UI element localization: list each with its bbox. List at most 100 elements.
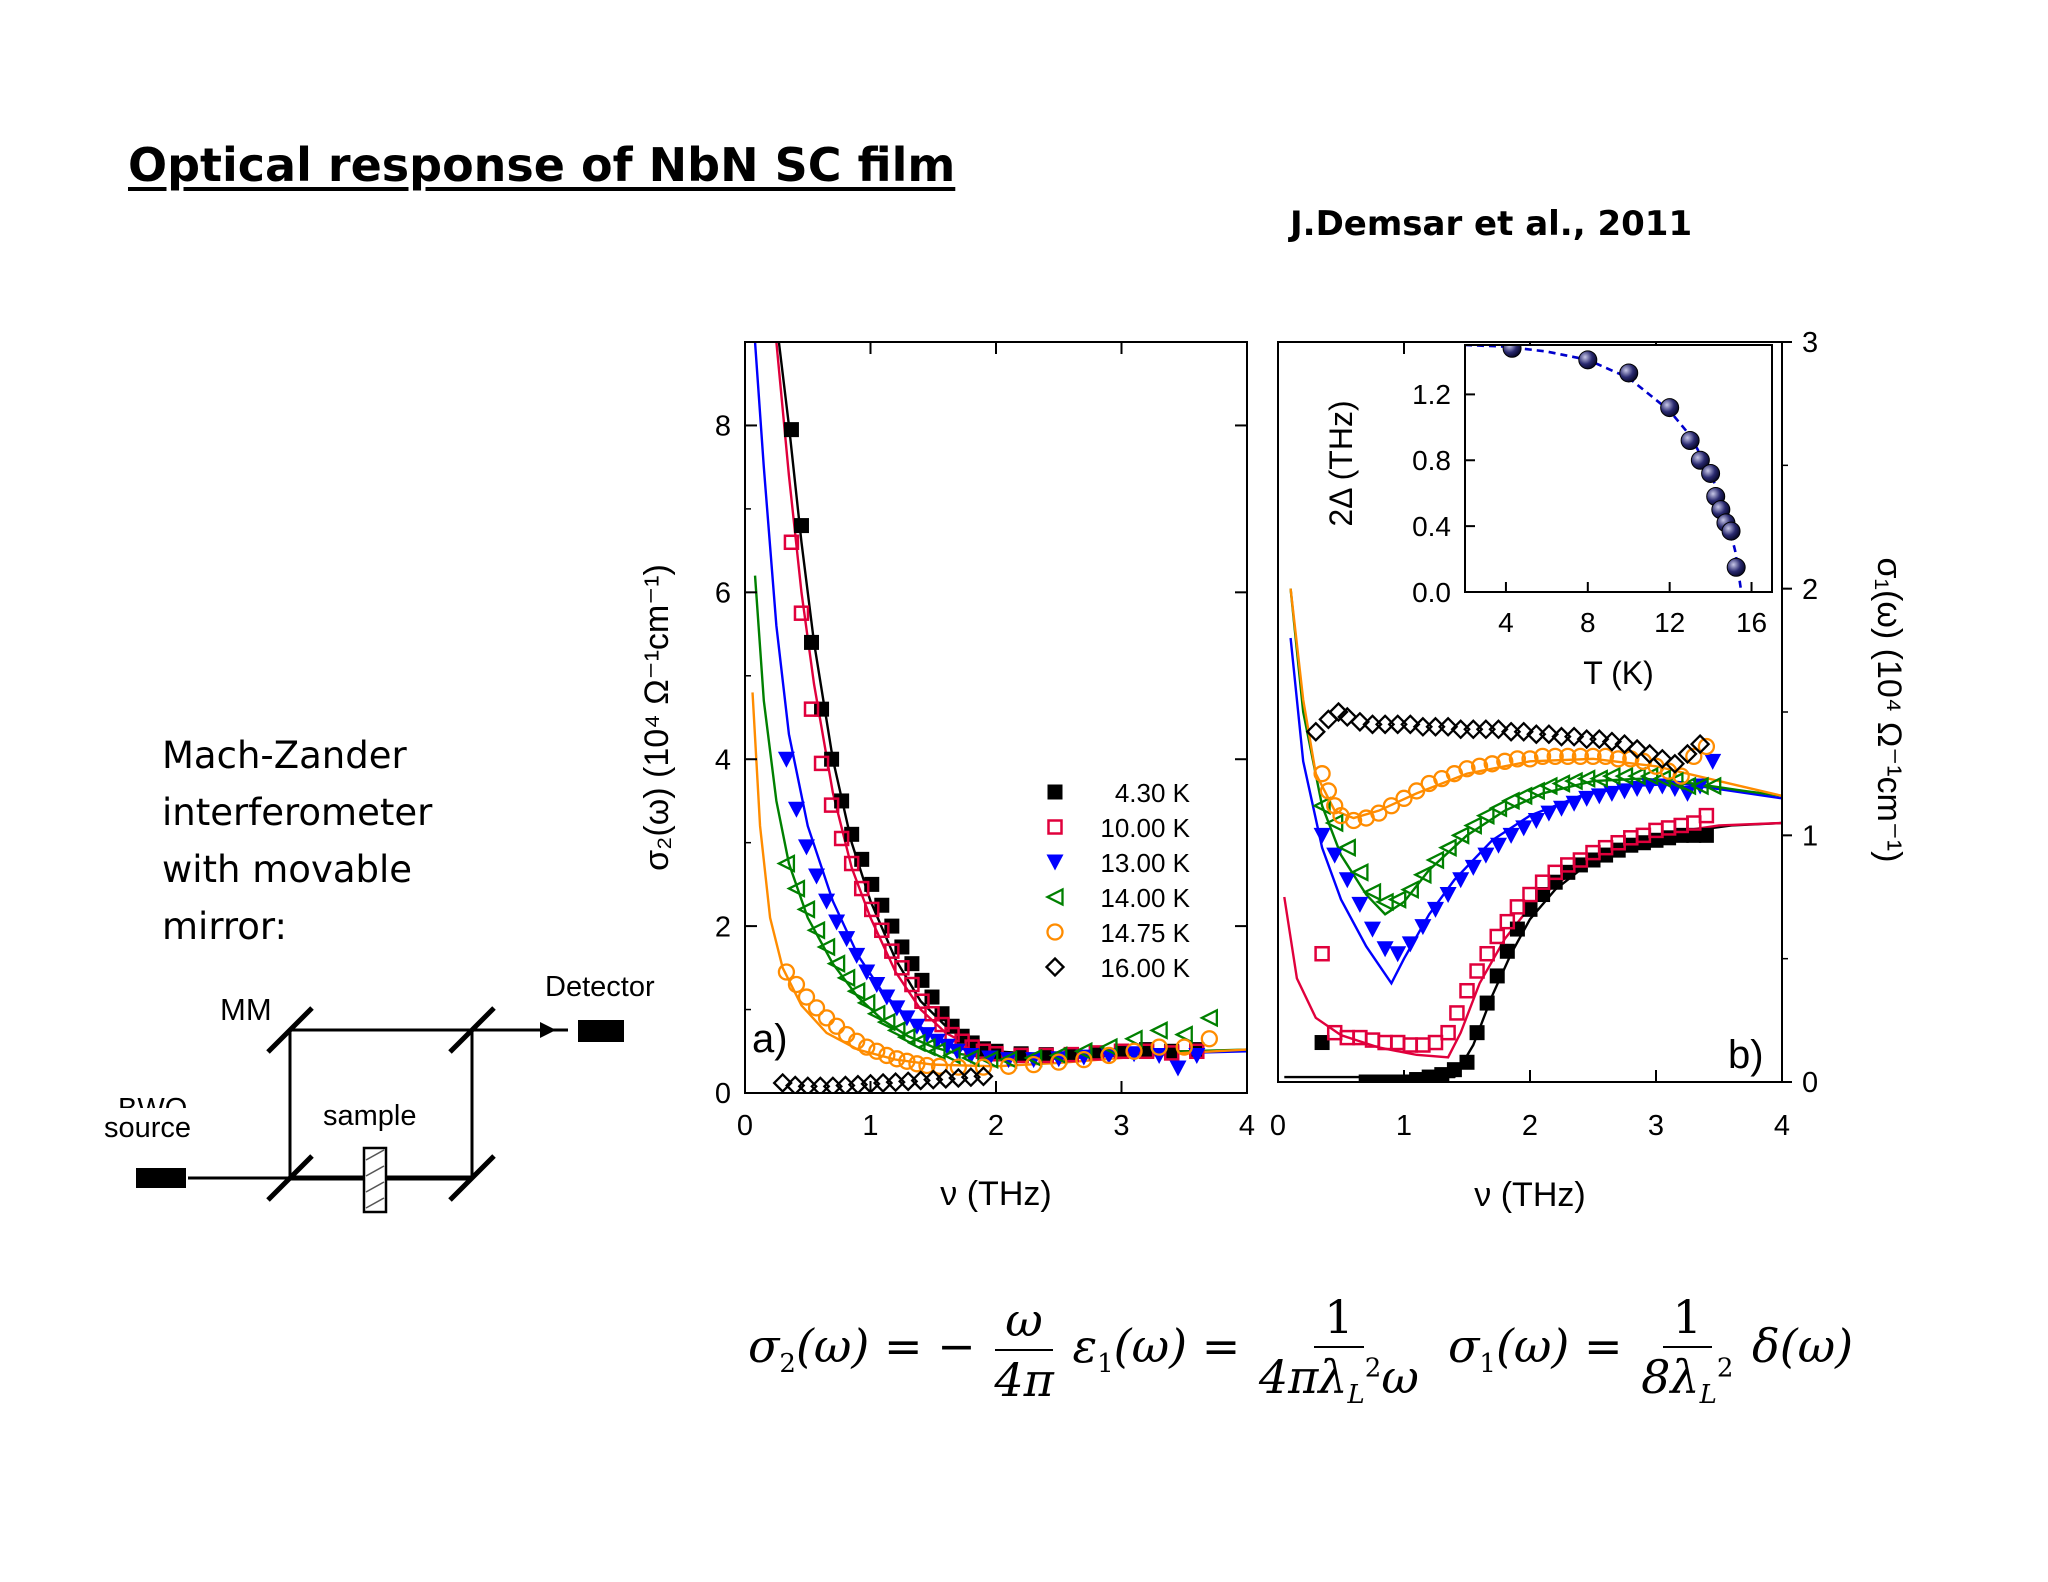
- data-point: [1680, 431, 1700, 451]
- data-point: [866, 1004, 886, 1024]
- plot-area: [1465, 345, 1746, 592]
- data-point: [1387, 890, 1407, 909]
- data-point: [1169, 1060, 1187, 1077]
- data-point: [1469, 963, 1485, 979]
- data-point: [896, 1027, 916, 1047]
- data-point: [1479, 995, 1495, 1011]
- data-point: [1459, 982, 1475, 999]
- data-point: [797, 839, 815, 856]
- data-point: [898, 1052, 916, 1070]
- plot-area: [1283, 588, 1782, 1082]
- data-point: [806, 920, 826, 940]
- series: [1305, 701, 1711, 774]
- data-point: [949, 1058, 967, 1076]
- x-tick-label: 1: [862, 1110, 878, 1142]
- fit-line: [775, 342, 1247, 1058]
- data-point: [1437, 716, 1459, 737]
- data-point: [1364, 921, 1381, 938]
- data-point: [1590, 788, 1608, 805]
- data-point: [1383, 1074, 1399, 1082]
- data-point: [1578, 790, 1596, 807]
- data-point: [1639, 743, 1660, 765]
- data-point: [1046, 923, 1064, 941]
- data-point: [1603, 785, 1621, 802]
- series: [776, 854, 1218, 1069]
- data-point: [844, 826, 860, 842]
- data-point: [1425, 716, 1446, 737]
- fit-line: [1289, 637, 1782, 986]
- x-tick-label: 2: [988, 1110, 1004, 1142]
- data-point: [1328, 701, 1349, 723]
- data-point: [1400, 880, 1419, 899]
- beam-splitter: [266, 1154, 314, 1202]
- data-point: [824, 751, 840, 767]
- legend: 4.30 K 10.00 K 13.00 K 14.00 K 14.75 K 16.00 …: [1044, 778, 1191, 983]
- y-tick-label: 1: [1802, 820, 1818, 852]
- data-point: [1050, 1053, 1068, 1071]
- data-point: [876, 1012, 896, 1032]
- data-point: [1123, 1029, 1143, 1049]
- data-point: [1407, 782, 1426, 800]
- data-point: [1489, 968, 1505, 984]
- data-point: [874, 922, 890, 939]
- data-point: [1616, 783, 1633, 800]
- data-point: [793, 518, 809, 534]
- data-point: [1584, 747, 1602, 766]
- data-point: [878, 989, 896, 1006]
- data-point: [1515, 820, 1533, 837]
- data-point: [1326, 847, 1344, 864]
- formula-num: 1: [1314, 1290, 1364, 1348]
- data-point: [1469, 1025, 1485, 1041]
- data-point: [1496, 752, 1514, 770]
- data-point: [1427, 1034, 1444, 1051]
- data-point: [1439, 887, 1457, 904]
- data-point: [826, 954, 846, 974]
- y-tick-label: 8: [715, 411, 731, 443]
- y-tick-label: 3: [1802, 327, 1818, 359]
- x-tick-label: 3: [1113, 1110, 1129, 1142]
- data-point: [1305, 721, 1326, 742]
- data-point: [884, 943, 900, 959]
- data-point: [1490, 837, 1507, 854]
- data-point: [834, 793, 850, 809]
- data-point: [1475, 806, 1495, 825]
- data-point: [777, 963, 796, 981]
- x-tick-label: 3: [1648, 1110, 1664, 1142]
- data-point: [1698, 827, 1714, 843]
- data-point: [807, 999, 826, 1017]
- series: [1313, 737, 1716, 830]
- data-point: [1374, 714, 1396, 735]
- data-point: [1609, 750, 1627, 768]
- x-tick-label: 16: [1736, 607, 1767, 638]
- data-point: [1000, 1052, 1018, 1069]
- series: [1502, 345, 1746, 577]
- data-point: [1389, 1034, 1406, 1051]
- data-point: [998, 1050, 1018, 1069]
- y-axis-label: 2Δ (THz): [1323, 400, 1359, 526]
- chart-panel-inset: 4 8 12 16 0.0 0.4 0.8 1.2 T (K) 2Δ (THz): [1323, 344, 1773, 691]
- data-point: [1589, 729, 1610, 750]
- description-line: mirror:: [162, 905, 287, 948]
- data-point: [1425, 850, 1445, 870]
- data-point: [843, 855, 860, 872]
- data-point: [908, 1018, 926, 1035]
- data-point: [1698, 807, 1715, 824]
- data-point: [785, 1075, 806, 1093]
- data-point: [1452, 872, 1470, 889]
- data-point: [1025, 1055, 1043, 1074]
- x-tick-label: 4: [1498, 607, 1514, 638]
- data-point: [1046, 854, 1064, 871]
- data-point: [1672, 767, 1690, 785]
- data-point: [1677, 743, 1698, 765]
- data-point: [783, 534, 800, 551]
- y-tick-label: 2: [1802, 574, 1818, 606]
- data-point: [1526, 781, 1545, 801]
- data-point: [1438, 838, 1457, 858]
- data-point: [1048, 1046, 1068, 1065]
- data-point: [1704, 753, 1722, 770]
- y-tick-label: 0: [715, 1078, 731, 1110]
- data-point: [1470, 757, 1489, 775]
- data-point: [1199, 1008, 1218, 1028]
- data-point: [874, 897, 890, 913]
- data-point: [1686, 827, 1702, 843]
